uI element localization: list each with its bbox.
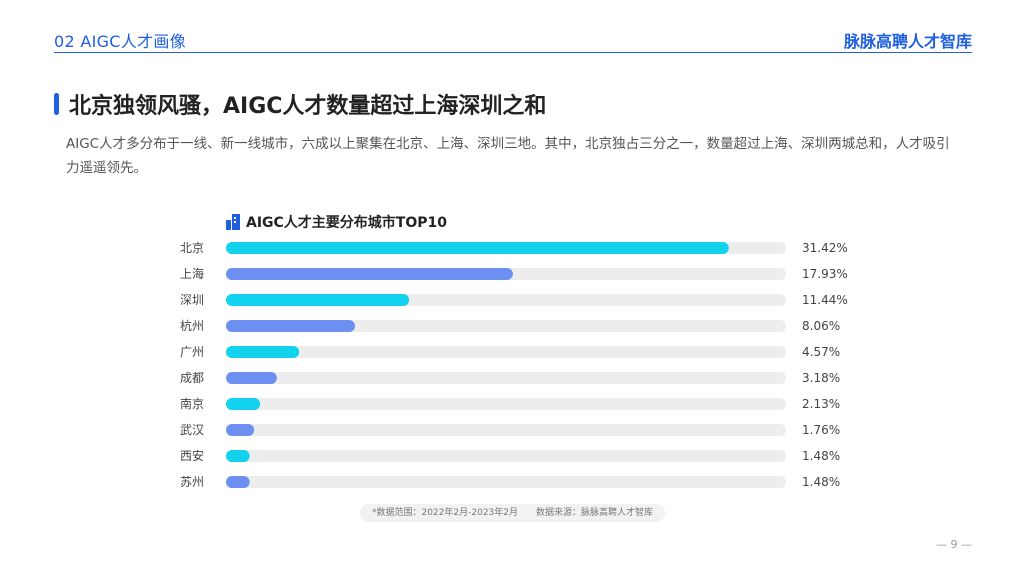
bar-track [226, 346, 786, 358]
bar-4 [226, 320, 355, 332]
value-label: 2.13% [802, 397, 840, 411]
category-label: 南京 [180, 396, 204, 411]
bar-3 [226, 294, 410, 306]
value-label: 11.44% [802, 293, 848, 307]
bar-track [226, 476, 786, 488]
footnote: *数据范围：2022年2月-2023年2月 数据来源：脉脉高聘人才智库 [360, 504, 665, 522]
bar-7 [226, 398, 261, 410]
category-label: 杭州 [180, 318, 204, 333]
bar-track [226, 398, 786, 410]
value-label: 8.06% [802, 319, 840, 333]
bar-1 [226, 242, 729, 254]
bar-6 [226, 372, 277, 384]
section-label: 02 AIGC人才画像 [54, 32, 186, 51]
value-label: 1.48% [802, 475, 840, 489]
category-label: 苏州 [180, 475, 204, 489]
value-label: 31.42% [802, 241, 848, 255]
building-icon [226, 214, 240, 230]
category-label: 深圳 [180, 293, 204, 307]
bar-track [226, 320, 786, 332]
bar-10 [226, 476, 250, 488]
bar-8 [226, 424, 255, 436]
category-label: 北京 [180, 241, 204, 255]
page-title: 北京独领风骚，AIGC人才数量超过上海深圳之和 [69, 94, 547, 119]
category-label: 西安 [180, 448, 204, 463]
value-label: 3.18% [802, 371, 840, 385]
bar-track [226, 372, 786, 384]
value-label: 4.57% [802, 345, 840, 359]
value-label: 1.76% [802, 423, 840, 437]
data-range-note: *数据范围：2022年2月-2023年2月 [371, 508, 518, 518]
category-label: 上海 [180, 266, 204, 281]
data-source-note: 数据来源：脉脉高聘人才智库 [536, 508, 654, 518]
title-block: 北京独领风骚，AIGC人才数量超过上海深圳之和 [54, 88, 546, 120]
brand-label: 脉脉高聘人才智库 [843, 32, 972, 51]
category-label: 成都 [180, 371, 204, 385]
value-label: 1.48% [802, 449, 840, 463]
chart-title: AIGC人才主要分布城市TOP10 [246, 215, 448, 231]
title-accent-bar [54, 93, 59, 115]
bar-track [226, 450, 786, 462]
value-label: 17.93% [802, 267, 848, 281]
bar-2 [226, 268, 513, 280]
bar-5 [226, 346, 300, 358]
header-divider [54, 52, 972, 53]
chart-title-block: AIGC人才主要分布城市TOP10 [226, 212, 447, 232]
category-label: 武汉 [180, 423, 204, 437]
page-number: — 9 — [936, 538, 972, 551]
bar-track [226, 424, 786, 436]
bar-9 [226, 450, 250, 462]
page-description: AIGC人才多分布于一线、新一线城市，六成以上聚集在北京、上海、深圳三地。其中，… [66, 136, 950, 176]
category-label: 广州 [180, 345, 204, 359]
